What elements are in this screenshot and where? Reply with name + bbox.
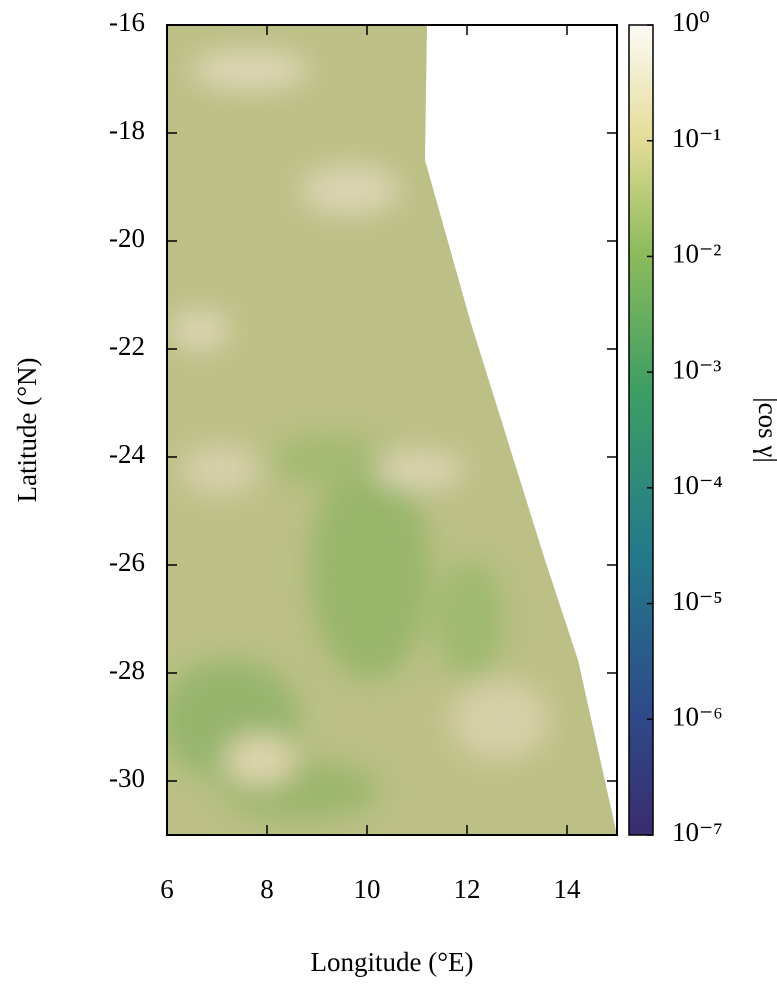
colorbar-label: |cos γ| xyxy=(753,397,777,462)
colorbar-tick-label: 10⁻⁴ xyxy=(672,470,723,500)
colorbar-tick-label: 10⁰ xyxy=(672,7,710,37)
x-tick-label: 8 xyxy=(260,874,274,904)
colorbar-tick-label: 10⁻² xyxy=(672,239,721,269)
y-tick-label: -28 xyxy=(109,655,145,685)
x-tick-label: 6 xyxy=(160,874,174,904)
y-tick-label: -26 xyxy=(109,547,145,577)
y-tick-label: -30 xyxy=(109,763,145,793)
y-tick-label: -16 xyxy=(109,7,145,37)
x-axis-label: Longitude (°E) xyxy=(310,947,473,977)
y-tick-label: -20 xyxy=(109,223,145,253)
y-tick-label: -18 xyxy=(109,115,145,145)
field xyxy=(167,25,617,835)
y-tick-label: -22 xyxy=(109,331,145,361)
y-tick-label: -24 xyxy=(109,439,145,469)
colorbar-tick-label: 10⁻¹ xyxy=(672,123,721,153)
colorbar-tick-label: 10⁻⁵ xyxy=(672,586,723,616)
plot-frame xyxy=(166,24,618,836)
colorbar-tick-label: 10⁻⁷ xyxy=(672,817,723,847)
colorbar-tick-label: 10⁻³ xyxy=(672,354,721,384)
x-tick-label: 14 xyxy=(554,874,582,904)
colorbar xyxy=(628,24,654,836)
x-tick-label: 10 xyxy=(354,874,381,904)
colorbar-tick-label: 10⁻⁶ xyxy=(672,701,723,731)
y-axis-label: Latitude (°N) xyxy=(12,358,42,503)
x-tick-label: 12 xyxy=(454,874,481,904)
